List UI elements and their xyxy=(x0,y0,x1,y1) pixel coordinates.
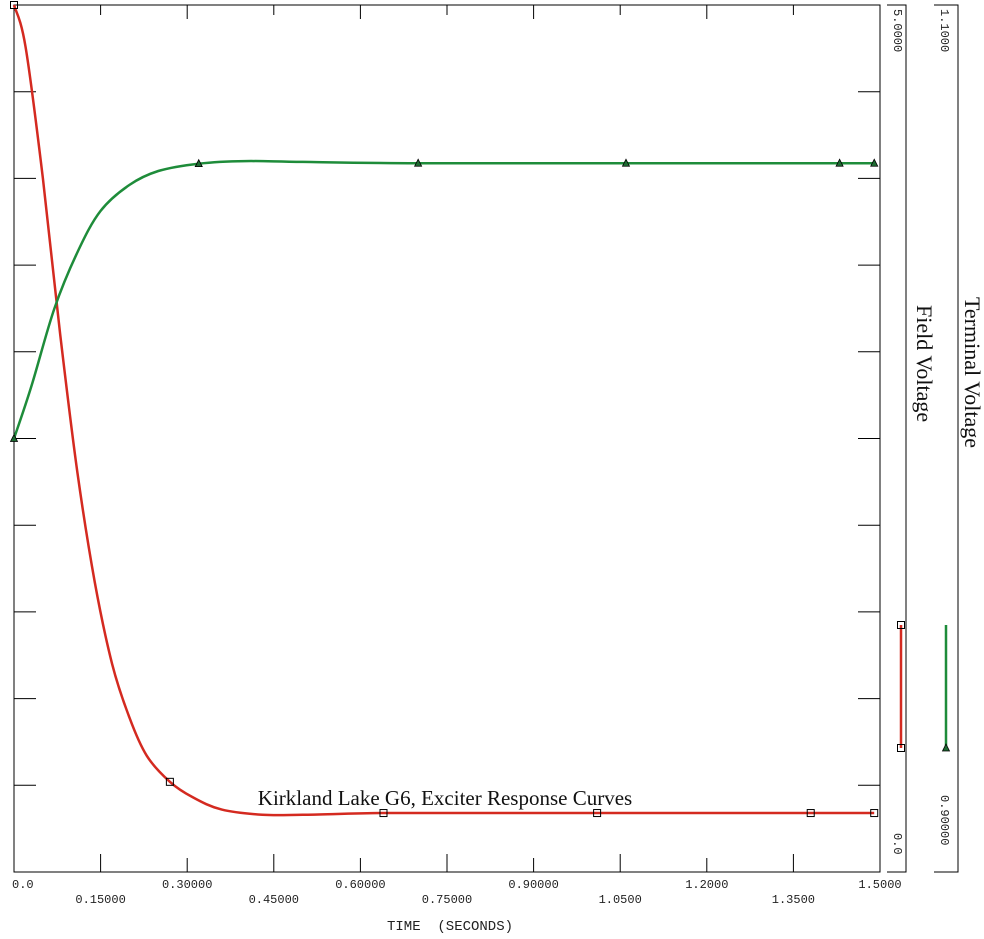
x-tick-label: 0.75000 xyxy=(422,893,472,907)
field-range-marker xyxy=(897,621,905,629)
field-axis: 5.0000 0.0 Field Voltage xyxy=(887,4,937,873)
tick-marks xyxy=(14,5,880,872)
chart-title: Kirkland Lake G6, Exciter Response Curve… xyxy=(258,786,632,810)
x-tick-label: 0.60000 xyxy=(335,878,385,892)
terminal-data-marker xyxy=(9,433,19,442)
x-axis-title: TIME (SECONDS) xyxy=(387,919,513,935)
x-tick-label: 1.0500 xyxy=(599,893,642,907)
terminal-axis-max-label: 1.1000 xyxy=(937,9,951,52)
terminal-data-marker xyxy=(621,158,631,167)
field-data-marker xyxy=(165,777,174,786)
field-axis-frame xyxy=(887,4,907,873)
terminal-data-marker xyxy=(413,158,423,167)
x-tick-label: 0.30000 xyxy=(162,878,212,892)
terminal-voltage-line xyxy=(12,159,875,439)
terminal-data-marker xyxy=(835,158,844,167)
terminal-voltage-axis-title: Terminal Voltage xyxy=(960,297,984,448)
x-tick-label: 0.90000 xyxy=(508,878,558,892)
field-data-marker xyxy=(379,809,388,818)
x-tick-label: 0.45000 xyxy=(249,893,299,907)
field-data-marker xyxy=(806,809,815,818)
series-layer xyxy=(9,1,879,818)
field-voltage-line xyxy=(12,4,875,817)
terminal-axis: 1.1000 0.90000 Terminal Voltage xyxy=(934,4,984,873)
terminal-axis-min-label: 0.90000 xyxy=(937,795,951,845)
x-tick-label: 0.0 xyxy=(12,878,34,892)
field-data-marker xyxy=(10,1,18,9)
field-axis-max-label: 5.0000 xyxy=(890,9,904,52)
field-data-marker xyxy=(870,809,879,818)
field-data-marker xyxy=(593,809,602,818)
x-tick-label: 1.5000 xyxy=(858,878,901,892)
terminal-axis-frame xyxy=(934,4,959,873)
plot-frame xyxy=(13,4,881,873)
terminal-range-marker xyxy=(941,743,951,752)
terminal-data-marker xyxy=(870,158,879,167)
field-range-marker xyxy=(897,744,905,752)
field-voltage-axis-title: Field Voltage xyxy=(912,305,937,422)
field-axis-min-label: 0.0 xyxy=(890,833,904,855)
x-tick-label: 1.3500 xyxy=(772,893,815,907)
x-tick-label: 1.2000 xyxy=(685,878,728,892)
x-tick-label: 0.15000 xyxy=(75,893,125,907)
terminal-data-marker xyxy=(194,158,203,168)
